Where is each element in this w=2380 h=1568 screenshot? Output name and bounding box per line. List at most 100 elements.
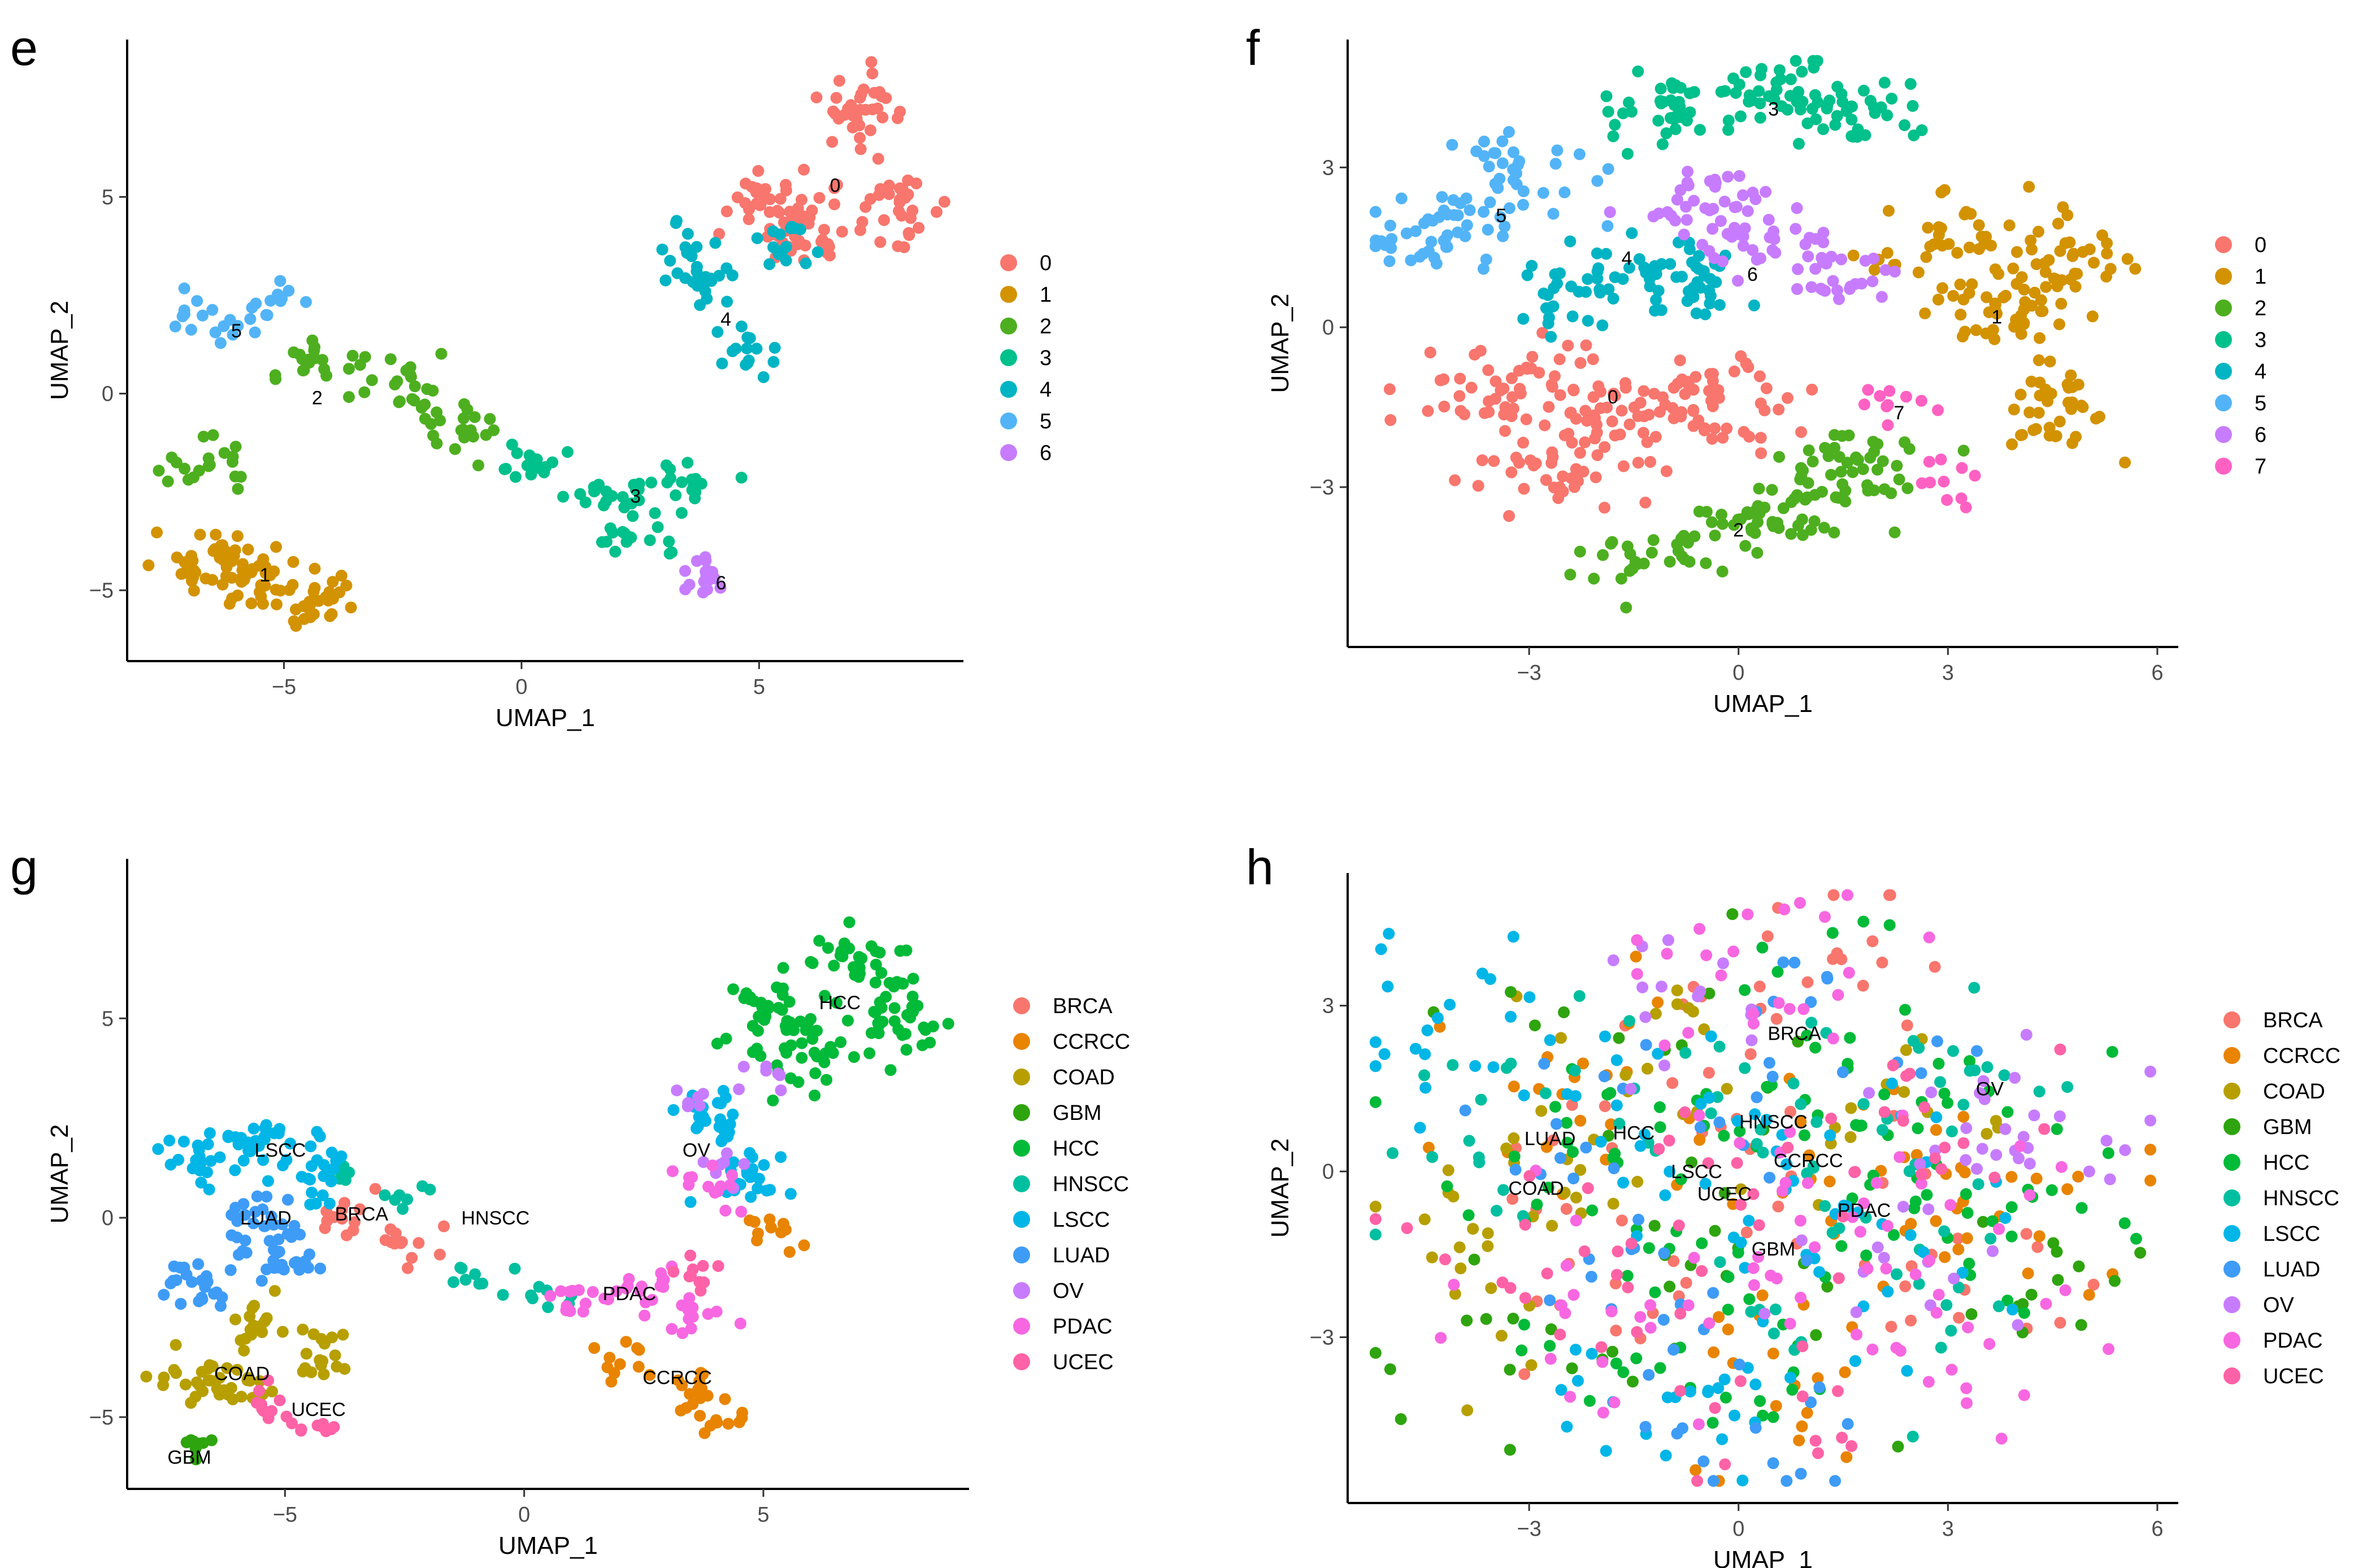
point-HNSCC — [1801, 1167, 1813, 1180]
point-1 — [238, 574, 250, 586]
point-0 — [1438, 401, 1450, 412]
point-LSCC — [1419, 1048, 1431, 1061]
point-HCC — [727, 983, 740, 996]
point-HCC — [1899, 1004, 1911, 1016]
point-0 — [1520, 413, 1532, 425]
point-UCEC — [273, 1394, 286, 1406]
point-6 — [1722, 171, 1734, 183]
point-HCC — [1942, 1097, 1954, 1109]
point-LSCC — [296, 1171, 308, 1183]
point-HCC — [1718, 1130, 1730, 1142]
point-HCC — [927, 1020, 939, 1032]
point-HCC — [1586, 1204, 1599, 1217]
point-0 — [1546, 446, 1558, 458]
point-1 — [220, 570, 232, 582]
point-0 — [866, 103, 879, 116]
point-2 — [1715, 509, 1727, 521]
point-LSCC — [1369, 1060, 1382, 1072]
point-6 — [1737, 189, 1749, 201]
point-COAD — [1687, 1005, 1699, 1018]
point-2 — [393, 396, 405, 409]
point-7 — [1935, 453, 1947, 466]
point-BRCA — [1599, 1100, 1611, 1113]
point-HNSCC — [1805, 1017, 1818, 1029]
point-5 — [261, 309, 273, 322]
point-0 — [1489, 375, 1502, 388]
point-PDAC — [1644, 1299, 1657, 1311]
point-2 — [232, 483, 244, 495]
point-2 — [202, 460, 215, 472]
point-UCEC — [262, 1412, 275, 1424]
point-5 — [1461, 219, 1473, 231]
point-3 — [1763, 90, 1775, 102]
point-UCEC — [1918, 1101, 1931, 1113]
point-COAD — [1535, 1105, 1548, 1117]
point-PDAC — [1560, 1259, 1573, 1272]
point-LUAD — [230, 1211, 242, 1224]
point-0 — [1690, 371, 1702, 383]
point-LUAD — [303, 1248, 316, 1261]
point-GBM — [1627, 1375, 1639, 1388]
point-COAD — [229, 1313, 242, 1326]
point-1 — [217, 554, 229, 566]
point-UCEC — [280, 1410, 293, 1423]
point-BRCA — [2087, 1279, 2100, 1291]
point-6 — [1721, 228, 1734, 240]
point-0 — [1505, 372, 1518, 384]
point-LSCC — [1718, 1373, 1731, 1385]
point-COAD — [1641, 1062, 1653, 1075]
point-2 — [1588, 572, 1600, 585]
point-COAD — [318, 1337, 331, 1350]
point-CCRCC — [2072, 1170, 2084, 1183]
point-3 — [1817, 123, 1830, 136]
point-6 — [1661, 206, 1674, 218]
point-2 — [1597, 549, 1609, 561]
point-1 — [309, 562, 321, 575]
point-OV — [2028, 1109, 2040, 1122]
point-0 — [818, 224, 830, 236]
point-5 — [1549, 158, 1562, 170]
point-1 — [188, 584, 200, 597]
point-LSCC — [229, 1164, 241, 1176]
point-4 — [800, 257, 812, 270]
point-2 — [1843, 429, 1855, 441]
point-6 — [700, 554, 712, 567]
point-0 — [1705, 394, 1717, 407]
point-LSCC — [714, 1113, 727, 1126]
point-3 — [1722, 124, 1735, 136]
cluster-label: CCRCC — [642, 1367, 712, 1388]
point-1 — [322, 590, 334, 602]
point-1 — [2003, 219, 2016, 232]
point-0 — [866, 67, 879, 80]
point-HNSCC — [1539, 1087, 1552, 1100]
legend-label: PDAC — [1053, 1315, 1113, 1339]
point-LSCC — [1561, 1088, 1573, 1100]
point-COAD — [1467, 1223, 1479, 1235]
point-PDAC — [1570, 1214, 1582, 1227]
point-0 — [740, 177, 752, 190]
point-HCC — [1696, 1237, 1708, 1249]
point-GBM — [1558, 1006, 1570, 1018]
point-HCC — [1786, 1384, 1799, 1396]
point-LSCC — [1886, 1078, 1898, 1089]
point-4 — [1526, 259, 1538, 272]
point-GBM — [1566, 1362, 1578, 1375]
point-UCEC — [1836, 1431, 1848, 1444]
point-4 — [1521, 269, 1534, 281]
point-6 — [1647, 210, 1660, 223]
panel-letter: g — [10, 839, 38, 895]
point-BRCA — [354, 1203, 366, 1215]
y-tick-label: −5 — [89, 1406, 114, 1430]
x-tick-label: 6 — [2151, 661, 2163, 685]
point-1 — [290, 620, 302, 632]
point-HCC — [1508, 1150, 1521, 1163]
point-COAD — [238, 1344, 250, 1357]
point-COAD — [1525, 1359, 1538, 1371]
point-BRCA — [1566, 1099, 1578, 1111]
point-LUAD — [215, 1300, 227, 1312]
point-OV — [2144, 1066, 2157, 1078]
point-4 — [1748, 299, 1760, 311]
point-0 — [1503, 510, 1515, 522]
point-1 — [1847, 249, 1860, 262]
point-HCC — [1654, 1362, 1666, 1374]
